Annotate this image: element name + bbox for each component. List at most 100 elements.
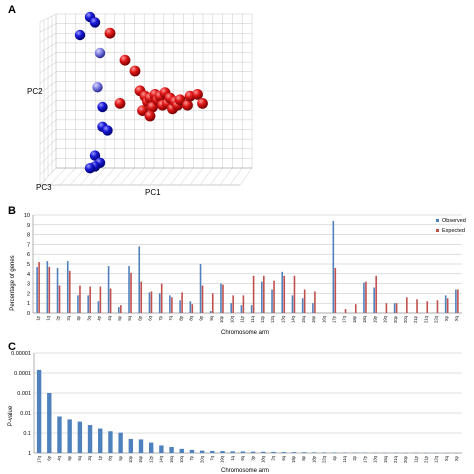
observed-bar — [107, 265, 110, 313]
chart-b-x-tick: 5q — [127, 315, 132, 320]
chart-b-x-tick: 20p — [393, 315, 398, 323]
chart-b-x-tick: 16q — [321, 315, 326, 323]
expected-bar — [303, 289, 306, 313]
observed-bar — [209, 311, 212, 313]
pvalue-bar — [108, 431, 113, 453]
chart-c-y-tick: 0.1 — [23, 431, 31, 437]
floor-gridline — [119, 167, 135, 186]
chart-c-x-tick: 17p — [362, 455, 367, 463]
chart-b-y-tick: 9 — [27, 223, 30, 229]
chart-c-x-tick: 14q — [159, 455, 164, 463]
expected-bar — [140, 281, 143, 313]
pca-point-red — [114, 98, 126, 109]
expected-bar — [191, 304, 194, 313]
panel-b-bar-chart: B 0 1 2 3 4 5 6 7 8 9 10 1p 1q 2p 2q 3p 3q 4p 4q 5p 5q 6p 6q 7… — [0, 203, 474, 337]
observed-bar — [363, 282, 365, 313]
pvalue-bar — [169, 446, 174, 453]
chart-c-x-tick: 17q — [36, 455, 41, 463]
pvalue-bar — [291, 452, 297, 453]
chart-c-y-tick: 0.01 — [20, 411, 31, 417]
chart-b-x-tick: Xp — [444, 315, 449, 321]
chart-c-x-tick: 13q — [373, 455, 378, 463]
observed-bar — [179, 300, 181, 313]
left-wall-gridline-h — [39, 158, 57, 175]
chart-b-y-tick: 1 — [27, 301, 30, 307]
chart-c-x-tick: 20q — [199, 455, 204, 463]
floor-gridline — [39, 167, 57, 186]
chart-b-x-tick: 17p — [332, 315, 337, 323]
floor-gridline — [189, 167, 204, 186]
expected-bar — [395, 303, 398, 313]
observed-bar — [455, 289, 457, 313]
left-wall-gridline-h — [39, 100, 57, 114]
expected-bar — [334, 267, 337, 313]
expected-bar — [79, 285, 81, 313]
observed-bar — [250, 305, 253, 313]
panel-a-label: A — [8, 4, 16, 16]
pca-3d-scatter: A PC2 PC3 PC1 — [8, 4, 253, 197]
chart-c-x-tick: 19p — [291, 455, 296, 463]
chart-b-x-tick: 1p — [35, 315, 40, 320]
legend-expected-swatch — [436, 229, 439, 232]
chart-b-x-tick: 6q — [148, 315, 153, 320]
expected-bar — [160, 283, 163, 313]
left-wall-gridline-h — [39, 33, 57, 43]
pc1-axis-label: PC1 — [145, 188, 161, 197]
pca-point-red — [174, 94, 186, 106]
chart-b-x-tick: 3p — [76, 315, 81, 320]
expected-bar — [242, 295, 245, 313]
expected-bar — [120, 305, 122, 313]
left-wall-gridline-h — [39, 42, 57, 53]
expected-bar — [68, 270, 71, 313]
chart-b-x-tick: 18q — [362, 315, 367, 323]
chart-b-x-tick: 2q — [66, 315, 71, 320]
chart-c-x-tick: 4q — [57, 455, 62, 460]
panel-c-pvalue-chart: C 0.00001 0.0001 0.001 0.01 0.1 1 17q 6p 4q 9p 5q… — [0, 339, 474, 474]
chart-b-y-tick: 3 — [27, 282, 30, 288]
expected-bar — [171, 297, 173, 313]
observed-bar — [199, 264, 202, 313]
chart-c-x-tick: 18q — [260, 455, 265, 463]
legend-observed-label: Observed — [442, 218, 466, 224]
chart-b-x-ticks: 1p 1q 2p 2q 3p 3q 4p 4q 5p 5q 6p 6q 7p 7q 8p 8q 9p 9q 10p 1… — [35, 315, 459, 323]
pca-point-red — [192, 89, 203, 100]
observed-bar — [281, 271, 284, 313]
floor-gridline — [169, 167, 184, 186]
pvalue-bar — [281, 452, 286, 453]
chart-b-legend: Observed Expected — [436, 218, 466, 234]
expected-bar — [426, 301, 429, 313]
chart-b-x-tick: 12p — [260, 315, 265, 323]
floor-gridline — [209, 167, 223, 186]
pvalue-bar — [77, 421, 83, 453]
legend-expected-label: Expected — [442, 228, 465, 234]
expected-bar — [181, 292, 183, 313]
observed-bar — [46, 261, 49, 313]
chart-b-x-tick: 5p — [117, 315, 122, 320]
chart-c-x-tick: 15q — [383, 455, 388, 463]
observed-bar — [301, 298, 304, 313]
expected-bar — [375, 275, 377, 313]
chart-b-x-tick: 7p — [158, 315, 163, 320]
floor-gridline — [179, 167, 194, 186]
percentage-genes-chart: B 0 1 2 3 4 5 6 7 8 9 10 1p 1q 2p 2q 3p 3q 4p 4q 5p 5q 6p 6q 7… — [8, 205, 466, 336]
chart-c-x-tick: 10q — [179, 455, 184, 463]
pvalue-bar — [67, 419, 72, 453]
chart-b-x-tick: 15q — [301, 315, 306, 323]
chart-c-x-tick: 11q — [342, 455, 347, 462]
left-wall-gridline-h — [39, 81, 57, 94]
pvalue-bar — [322, 452, 327, 453]
observed-bar — [87, 295, 89, 313]
pvalue-bar — [312, 452, 317, 453]
chart-b-x-tick: 6p — [137, 315, 142, 320]
pca-point-blue — [102, 125, 113, 136]
pvalue-bar — [189, 449, 195, 453]
expected-bar — [344, 309, 347, 313]
chart-c-x-tick: 12q — [434, 455, 439, 463]
panel-a-pca-plot: A PC2 PC3 PC1 — [0, 0, 474, 200]
chart-b-x-tick: 19p — [372, 315, 377, 323]
pvalue-bar — [271, 451, 276, 453]
pc3-axis-label: PC3 — [36, 183, 52, 192]
chart-b-x-tick: 9q — [209, 315, 214, 320]
expected-bar — [365, 281, 367, 313]
pca-point-blue — [74, 29, 86, 41]
